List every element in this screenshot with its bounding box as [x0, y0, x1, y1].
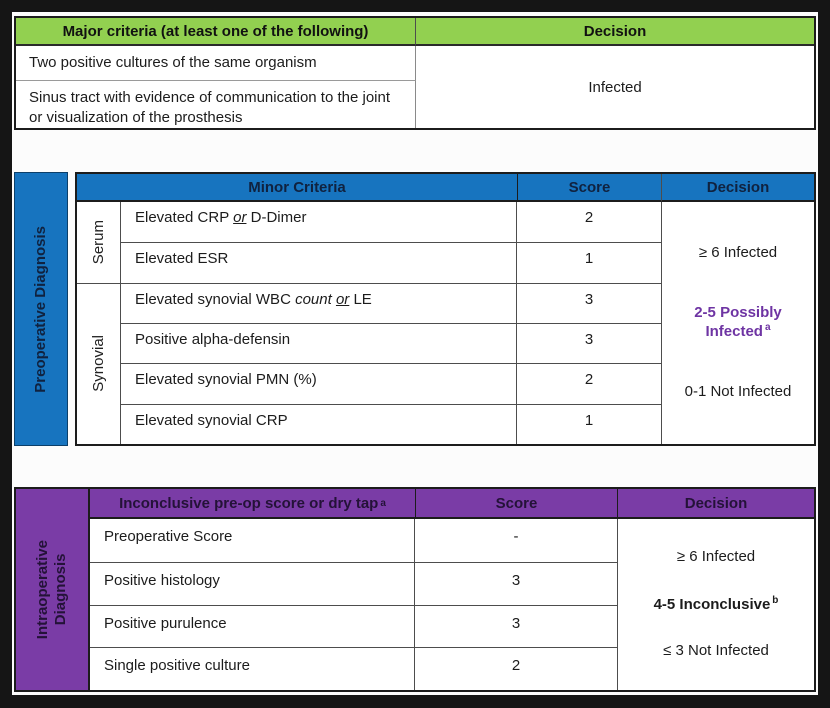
criteria-cell: Single positive culture: [90, 647, 415, 690]
preop-score-header: Score: [517, 174, 662, 202]
sidebar-label-line: Preoperative Diagnosis: [32, 225, 49, 393]
intraop-decision-header: Decision: [618, 489, 814, 519]
criteria-cell: Elevated synovial PMN (%): [121, 363, 517, 404]
criteria-cell: Elevated synovial CRP: [121, 403, 517, 444]
text-segment: 4-5 Inconclusive: [653, 595, 771, 613]
content-area: Major criteria (at least one of the foll…: [12, 12, 818, 695]
text-segment: Elevated synovial CRP: [135, 411, 288, 429]
score-cell: 3: [415, 561, 618, 605]
intraop-criteria-table: Inconclusive pre-op score or dry tap a Sc…: [88, 487, 816, 692]
criteria-cell: Positive alpha-defensin: [121, 322, 517, 364]
text-segment: ≥ 6 Infected: [698, 244, 778, 262]
intraop-decision-line: 4-5 Inconclusive b: [654, 595, 779, 615]
group-label-synovial: Synovial: [77, 282, 121, 444]
preoperative-section: Preoperative Diagnosis Minor Criteria Sc…: [14, 172, 816, 446]
score-cell: 1: [517, 403, 662, 444]
score-cell: 2: [517, 363, 662, 404]
criteria-cell: Elevated synovial WBC count or LE: [121, 282, 517, 323]
text-segment: 0-1 Not Infected: [684, 382, 792, 400]
group-label-text: Synovial: [89, 335, 107, 393]
criteria-cell: Elevated ESR: [121, 242, 517, 283]
text-segment: Elevated synovial WBC: [135, 290, 296, 308]
text-segment: or: [233, 209, 247, 226]
text-segment: 2-5 Possibly Infected: [694, 303, 782, 341]
group-label-serum: Serum: [77, 202, 121, 283]
intraoperative-sidebar-label: Intraoperative Diagnosis: [34, 540, 70, 639]
preop-decision-cell: ≥ 6 Infected 2-5 Possibly Infected a 0-1 No…: [662, 202, 814, 444]
major-criteria-header: Major criteria (at least one of the foll…: [16, 18, 416, 46]
sidebar-label-line: Diagnosis: [52, 553, 69, 626]
criteria-cell: Preoperative Score: [90, 519, 415, 562]
group-label-text: Serum: [89, 220, 107, 265]
minor-criteria-table: Minor Criteria Score Decision Serum Synov…: [75, 172, 816, 446]
preop-decision-line: 0-1 Not Infected: [685, 383, 792, 402]
text-segment: LE: [349, 290, 372, 308]
score-cell: 3: [517, 282, 662, 323]
sidebar-label-line: Intraoperative: [34, 539, 51, 640]
score-cell: 1: [517, 242, 662, 283]
intraop-score-header: Score: [415, 489, 618, 519]
text-segment: Elevated synovial PMN (%): [135, 371, 317, 389]
intraop-criteria-header: Inconclusive pre-op score or dry tap a: [90, 489, 415, 519]
preoperative-sidebar: Preoperative Diagnosis: [14, 172, 68, 446]
criteria-cell: Positive histology: [90, 561, 415, 605]
intraop-decision-line: ≤ 3 Not Infected: [663, 642, 769, 661]
text-segment: ≥ 6 Infected: [676, 548, 756, 566]
text-segment: or: [335, 290, 350, 308]
preoperative-sidebar-label: Preoperative Diagnosis: [32, 226, 50, 393]
intraoperative-section: Intraoperative Diagnosis Inconclusive pre…: [14, 487, 816, 692]
intraop-decision-cell: ≥ 6 Infected 4-5 Inconclusive b ≤ 3 Not Inf…: [618, 519, 814, 690]
criteria-cell: Positive purulence: [90, 604, 415, 648]
intraoperative-sidebar: Intraoperative Diagnosis: [14, 487, 88, 692]
preop-decision-header: Decision: [662, 174, 814, 202]
intraop-decision-line: ≥ 6 Infected: [677, 548, 755, 567]
text-segment: Positive alpha-defensin: [135, 330, 291, 348]
criteria-cell: Elevated CRP or D-Dimer: [121, 202, 517, 243]
major-criteria-table: Major criteria (at least one of the foll…: [14, 16, 816, 130]
major-decision-cell: Infected: [588, 78, 642, 96]
preop-decision-line: ≥ 6 Infected: [699, 244, 777, 263]
text-segment: count: [295, 290, 332, 308]
text-segment: Elevated ESR: [135, 250, 229, 268]
preop-decision-line: 2-5 Possibly Infected a: [668, 304, 808, 343]
text-segment: D-Dimer: [246, 209, 307, 226]
major-row-1: Two positive cultures of the same organi…: [16, 46, 416, 81]
score-cell: 2: [415, 647, 618, 690]
minor-criteria-header: Minor Criteria: [77, 174, 517, 202]
score-cell: 3: [415, 604, 618, 648]
superscript-note: a: [380, 497, 386, 509]
major-row-2: Sinus tract with evidence of communicati…: [16, 80, 416, 128]
score-cell: 3: [517, 322, 662, 364]
major-decision-header: Decision: [416, 18, 814, 46]
text-segment: Inconclusive pre-op score or dry tap: [119, 494, 379, 512]
score-cell: -: [415, 519, 618, 562]
text-segment: Elevated CRP: [135, 209, 234, 226]
text-segment: ≤ 3 Not Infected: [663, 641, 769, 659]
score-cell: 2: [517, 202, 662, 243]
superscript-note: b: [772, 594, 779, 606]
superscript-note: a: [764, 322, 771, 334]
